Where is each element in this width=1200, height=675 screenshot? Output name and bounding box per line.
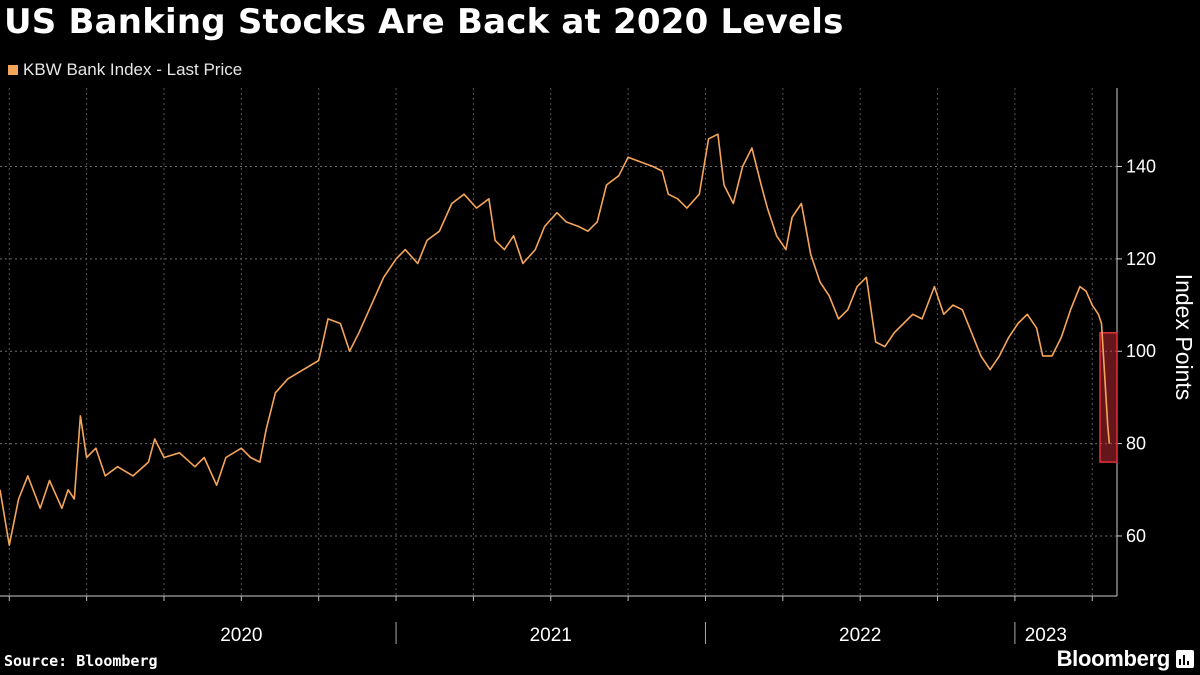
x-tick-label: 2021	[530, 625, 572, 646]
series-line	[0, 133, 1111, 546]
y-tick-label: 60	[1126, 526, 1146, 546]
logo-text: Bloomberg	[1056, 646, 1171, 671]
y-tick-label: 80	[1126, 434, 1146, 454]
y-tick-label: 120	[1126, 249, 1156, 269]
x-tick-label: 2023	[1025, 625, 1067, 646]
source-note: Source: Bloomberg	[4, 652, 158, 670]
terminal-icon	[1176, 650, 1194, 668]
bloomberg-logo: Bloomberg	[1057, 646, 1194, 672]
legend: KBW Bank Index - Last Price	[8, 60, 242, 80]
y-tick-label: 100	[1126, 341, 1156, 361]
chart-title: US Banking Stocks Are Back at 2020 Level…	[4, 2, 844, 42]
legend-label: KBW Bank Index - Last Price	[23, 60, 243, 79]
y-axis-label: Index Points	[1171, 274, 1197, 401]
x-tick-label: 2022	[839, 625, 881, 646]
x-tick-label: 2020	[220, 625, 262, 646]
y-tick-label: 140	[1126, 157, 1156, 177]
legend-swatch	[8, 65, 18, 75]
